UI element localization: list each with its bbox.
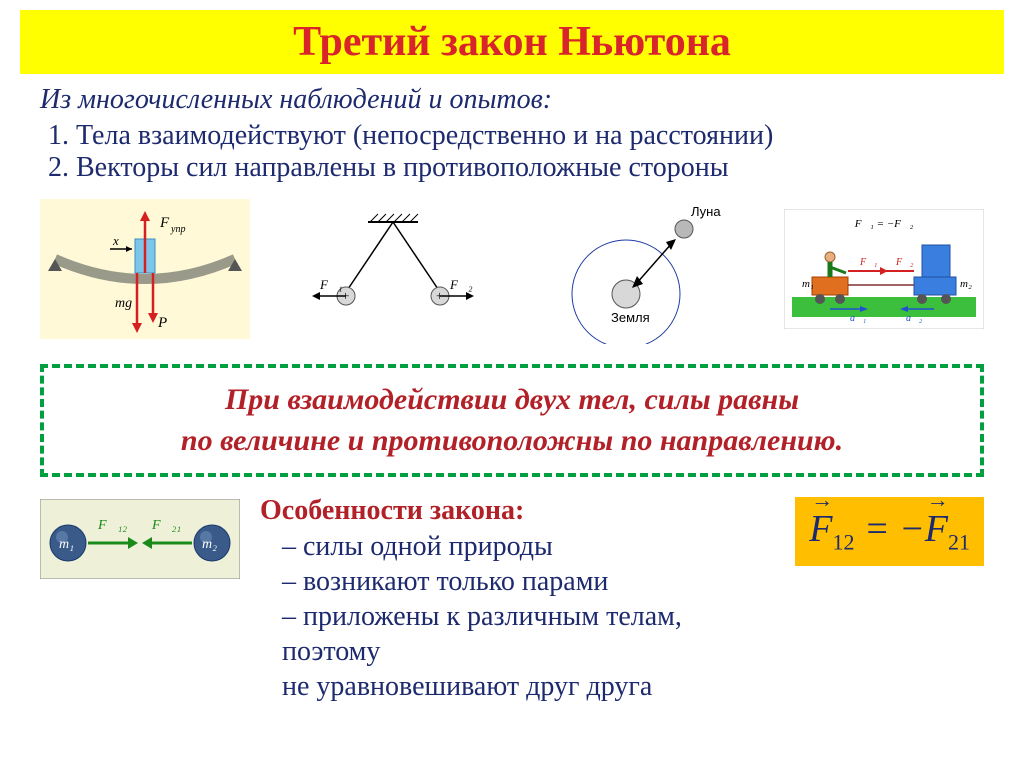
svg-text:F⃗₂: F⃗₂ — [895, 257, 914, 268]
svg-text:P⃗: P⃗ — [157, 315, 179, 331]
svg-text:F⃗₂₁: F⃗₂₁ — [151, 518, 181, 533]
svg-text:F⃗₁₂: F⃗₁₂ — [97, 518, 127, 533]
observation-points: Тела взаимодействуют (непосредственно и … — [20, 120, 1004, 184]
intro-text: Из многочисленных наблюдений и опытов: — [20, 84, 1004, 120]
svg-text:F⃗₁: F⃗₁ — [859, 257, 877, 268]
svg-text:m₂: m₂ — [960, 278, 972, 290]
svg-text:m₁: m₁ — [802, 278, 814, 290]
formula-box: F12 = −F21 — [795, 497, 984, 566]
svg-text:F⃗₁: F⃗₁ — [319, 277, 343, 292]
diagram-beam: x F⃗ упр mg⃗ P⃗ — [40, 199, 250, 339]
diagram-carts: m₁ m₂ F⃗₁ F⃗₂ a⃗₁ a⃗₂ F⃗₁ = −F⃗₂ — [784, 209, 984, 329]
feature-2: – возникают только парами — [260, 564, 775, 599]
feature-1: – силы одной природы — [260, 529, 775, 564]
statement-line-2: по величине и противоположны по направле… — [64, 421, 960, 462]
features-title: Особенности закона: — [260, 495, 775, 527]
diagram-moon-earth: Земля Луна — [536, 194, 736, 344]
feature-4: не уравновешивают друг друга — [260, 669, 775, 704]
formula-F21: F — [925, 507, 948, 551]
svg-text:m₂: m₂ — [202, 537, 217, 552]
feature-3: – приложены к различным телам, поэтому — [260, 599, 775, 669]
svg-text:a⃗₁: a⃗₁ — [850, 313, 866, 324]
formula-F12: F — [809, 507, 832, 551]
law-statement: При взаимодействии двух тел, силы равны … — [40, 364, 984, 477]
svg-text:упр: упр — [170, 224, 185, 235]
svg-text:F⃗₁ = −F⃗₂: F⃗₁ = −F⃗₂ — [854, 218, 914, 230]
lower-row: m₁ m₂ F⃗₁₂ F⃗₂₁ Особенности закона: – си… — [20, 487, 1004, 712]
diagram-spheres: m₁ m₂ F⃗₁₂ F⃗₂₁ — [40, 495, 240, 584]
svg-text:mg⃗: mg⃗ — [115, 296, 143, 311]
svg-text:m₁: m₁ — [59, 537, 74, 552]
diagram-row: x F⃗ упр mg⃗ P⃗ + + F⃗₁ F⃗₂ — [20, 184, 1004, 354]
svg-text:Луна: Луна — [691, 204, 721, 219]
svg-text:a⃗₂: a⃗₂ — [906, 313, 923, 324]
diagram-pendulum: + + F⃗₁ F⃗₂ — [298, 204, 488, 334]
features-block: Особенности закона: – силы одной природы… — [260, 495, 775, 704]
svg-text:F⃗₂: F⃗₂ — [449, 277, 473, 292]
statement-line-1: При взаимодействии двух тел, силы равны — [64, 380, 960, 421]
point-1: Тела взаимодействуют (непосредственно и … — [48, 120, 984, 152]
point-2: Векторы сил направлены в противоположные… — [48, 152, 984, 184]
svg-text:Земля: Земля — [611, 310, 650, 325]
x-label: x — [112, 233, 119, 248]
page-title: Третий закон Ньютона — [20, 18, 1004, 66]
title-bar: Третий закон Ньютона — [20, 10, 1004, 74]
